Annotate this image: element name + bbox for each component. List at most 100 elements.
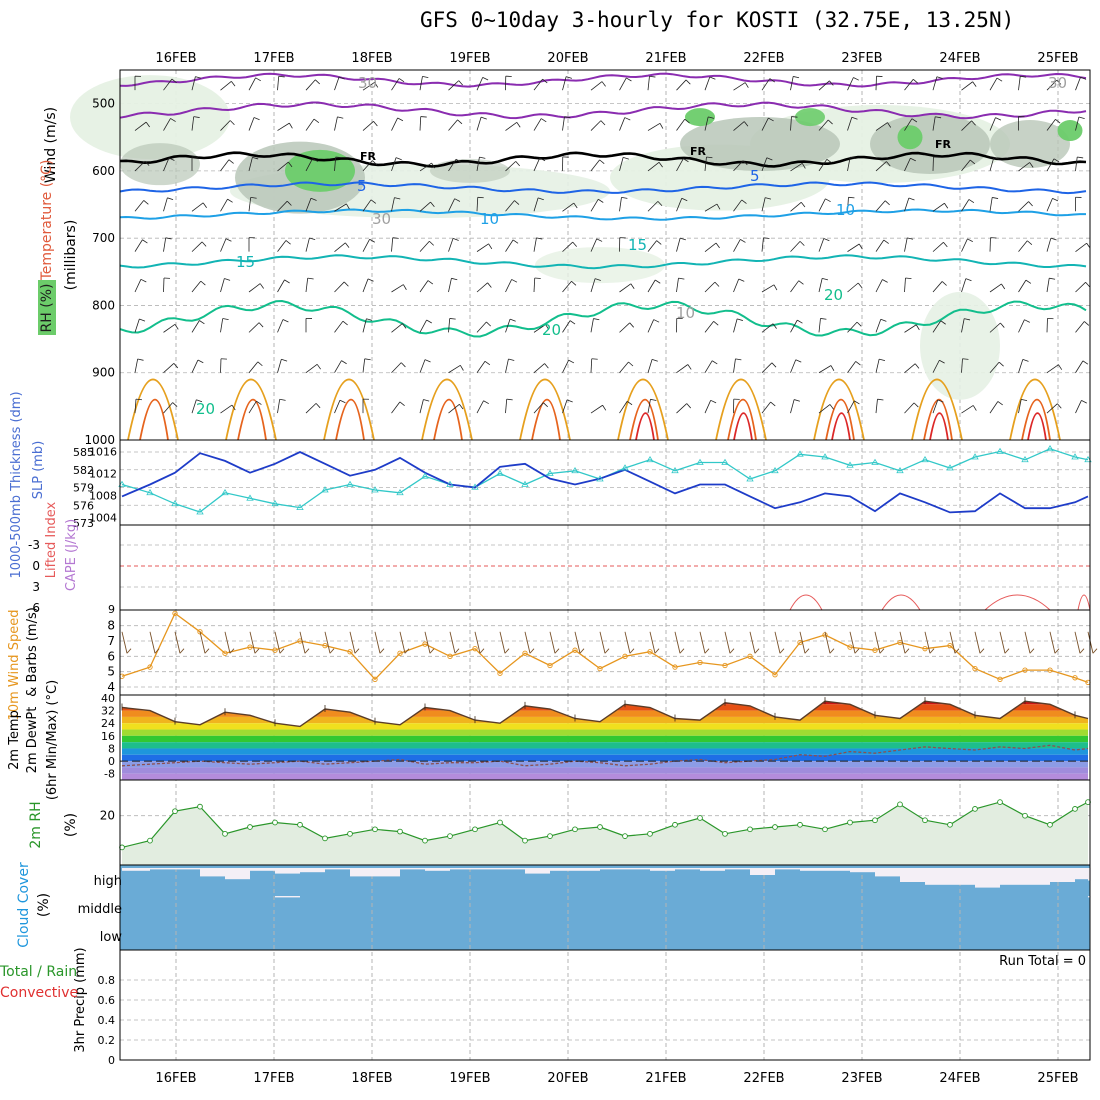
wind-speed-point	[847, 644, 853, 650]
upper-wind-barb-flag	[771, 362, 777, 368]
upper-wind-barb-flag	[905, 277, 912, 280]
rh2m-point	[897, 801, 903, 808]
cloud-level-label: low	[100, 930, 123, 945]
upper-wind-barb-flag	[423, 399, 430, 402]
upper-wind-barb-flag	[202, 202, 207, 208]
upper-wind-barb	[134, 121, 147, 131]
temp-tick-label: 32	[101, 705, 115, 718]
rh2m-point	[297, 821, 303, 828]
wind-barb	[574, 631, 581, 654]
slp-point	[1071, 453, 1079, 460]
upper-wind-barb	[790, 116, 792, 131]
slp-point	[896, 466, 904, 474]
upper-wind-barb-flag	[514, 200, 520, 205]
slp-point	[521, 480, 529, 487]
wind-barb-flag	[979, 648, 985, 654]
iso-30-lobe-9	[1021, 399, 1051, 441]
upper-wind-barb	[476, 282, 488, 293]
upper-wind-barb-flag	[569, 320, 576, 325]
wind-speed-point	[647, 649, 653, 655]
upper-wind-barb	[704, 76, 711, 91]
upper-wind-barb-flag	[680, 237, 686, 241]
upper-wind-barb-flag	[564, 116, 571, 119]
upper-wind-barb-flag	[1027, 240, 1033, 245]
upper-wind-barb	[875, 161, 887, 172]
cloud-clear-high	[200, 868, 225, 877]
upper-wind-barb-flag	[1057, 403, 1062, 409]
upper-wind-barb	[1018, 319, 1025, 333]
upper-wind-barb-flag	[457, 119, 463, 125]
upper-wind-barb-flag	[452, 238, 459, 241]
upper-wind-barb	[448, 364, 461, 374]
date-label-top: 20FEB	[547, 51, 588, 66]
upper-wind-barb	[875, 239, 885, 252]
cloud-clear-high	[525, 868, 550, 874]
li-tick-label: 6	[32, 601, 40, 615]
upper-wind-barb	[163, 197, 168, 212]
date-label-bottom: 25FEB	[1037, 1071, 1078, 1086]
iso-25-lobe-6	[715, 378, 767, 441]
upper-wind-barb-flag	[140, 278, 147, 283]
wind-speed-point	[222, 650, 228, 656]
upper-wind-barb	[1075, 360, 1084, 373]
upper-wind-barb-flag	[1029, 162, 1034, 168]
upper-wind-barb	[761, 323, 774, 333]
wind-speed-line	[121, 612, 1089, 684]
wind-speed-point	[747, 653, 753, 659]
upper-wind-barb	[134, 399, 137, 414]
wind-speed-point	[1022, 667, 1028, 673]
upper-wind-barb-flag	[854, 400, 860, 405]
upper-wind-barb	[761, 157, 768, 172]
wind-barb	[424, 631, 431, 654]
upper-wind-barb-flag	[516, 122, 521, 128]
wind-barb-flag	[379, 648, 385, 654]
upper-wind-barb	[1075, 281, 1086, 293]
upper-wind-barb	[647, 161, 660, 172]
upper-wind-barb	[562, 116, 565, 131]
upper-wind-barb-flag	[716, 203, 721, 210]
rh2m-point	[372, 826, 378, 833]
upper-wind-barb	[790, 241, 801, 252]
upper-wind-barb	[533, 118, 542, 131]
upper-wind-barb-flag	[741, 199, 747, 204]
upper-wind-barb-flag	[1058, 364, 1063, 370]
upper-wind-barb	[334, 156, 337, 171]
cape-axis-title: CAPE (J/kg)	[64, 519, 79, 591]
upper-wind-barb-flag	[1052, 198, 1059, 202]
upper-wind-barb	[1075, 76, 1081, 91]
upper-wind-barb-flag	[596, 238, 603, 242]
upper-wind-barb-flag	[536, 237, 543, 240]
precip-tick-label: 0.8	[98, 974, 116, 987]
upper-wind-barb	[790, 76, 794, 91]
upper-wind-barb-flag	[460, 365, 464, 371]
upper-wind-barb	[562, 281, 572, 293]
upper-wind-barb	[961, 318, 965, 333]
wind-speed-point	[197, 629, 203, 635]
contour-label: FR	[935, 138, 952, 151]
wind-barb	[899, 631, 906, 654]
upper-wind-barb	[362, 239, 370, 252]
upper-wind-barb-flag	[257, 361, 263, 367]
wind-barb	[249, 631, 256, 654]
upper-wind-barb-flag	[568, 359, 575, 364]
upper-wind-barb	[704, 400, 712, 414]
upper-wind-barb	[391, 284, 404, 293]
upper-wind-barb-flag	[540, 118, 547, 123]
upper-wind-barb-flag	[571, 280, 577, 286]
upper-wind-barb-flag	[685, 79, 691, 85]
temp2m-axis-title: 2m Temp	[7, 710, 22, 770]
cloud-clear-high	[675, 868, 700, 870]
upper-wind-barb	[334, 116, 338, 131]
axis-labels: 16FEB 16FEB 17FEB 17FEB 18FEB 18FEB 19FEB 19FEB…	[0, 51, 1086, 1086]
upper-wind-barb	[818, 318, 821, 333]
iso-35-lobe-8	[929, 412, 949, 441]
upper-wind-barb	[1046, 119, 1056, 131]
rh2m-point	[222, 830, 228, 837]
contour-label: 15	[628, 236, 647, 254]
rh2m-point	[922, 817, 928, 824]
upper-wind-barb-flag	[458, 80, 464, 86]
upper-wind-barb	[847, 361, 857, 373]
upper-wind-barb-flag	[258, 322, 264, 328]
upper-wind-barb-flag	[509, 318, 516, 322]
wind-barb-flag	[829, 648, 835, 654]
